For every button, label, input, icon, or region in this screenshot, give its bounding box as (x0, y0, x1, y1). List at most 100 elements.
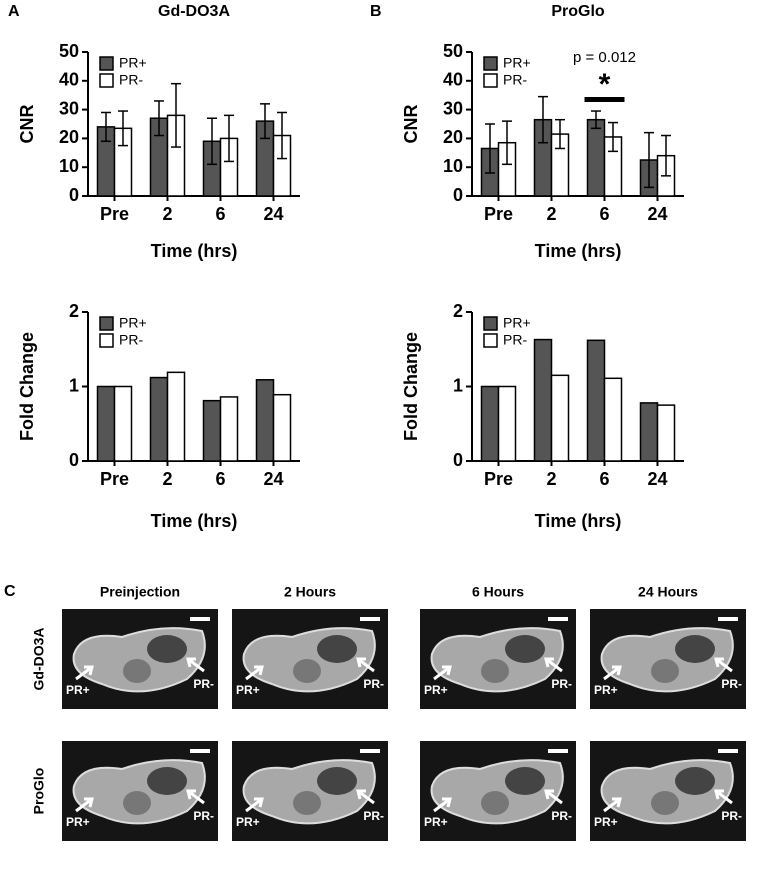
scale-bar (718, 749, 738, 753)
arrow-label: PR+ (66, 683, 90, 697)
bar (219, 396, 239, 462)
arrow (186, 657, 205, 673)
bar (113, 385, 133, 462)
bar (96, 385, 116, 462)
legend-label: PR- (503, 332, 527, 348)
arrow (245, 665, 264, 681)
x-axis-label: Time (hrs) (151, 241, 238, 261)
x-tick-label: 2 (162, 469, 172, 489)
error-bar (224, 114, 234, 163)
arrow (544, 657, 563, 673)
x-tick-label: 2 (162, 204, 172, 224)
arrow (245, 797, 264, 813)
error-bar (171, 82, 181, 148)
y-tick-label: 20 (443, 127, 463, 147)
bar (533, 338, 553, 462)
error-bar (101, 111, 111, 143)
legend-label: PR+ (119, 55, 147, 71)
legend-label: PR+ (119, 315, 147, 331)
bar (497, 385, 517, 462)
column-header: 24 Hours (638, 584, 698, 600)
row-label: ProGlo (31, 768, 47, 815)
organ (675, 635, 715, 663)
x-tick-label: 24 (263, 469, 283, 489)
x-tick-label: 2 (546, 204, 556, 224)
arrow-label: PR- (363, 677, 384, 691)
error-bar (591, 110, 601, 130)
arrow-label: PR+ (594, 683, 618, 697)
x-tick-label: 24 (647, 469, 667, 489)
bar (639, 402, 659, 462)
y-tick-label: 40 (443, 70, 463, 90)
legend-swatch (99, 333, 114, 348)
y-tick-label: 20 (59, 127, 79, 147)
legend-swatch (483, 333, 498, 348)
arrow (356, 657, 375, 673)
arrow-label: PR- (551, 809, 572, 823)
y-tick-label: 40 (59, 70, 79, 90)
chart-title: Gd-DO3A (158, 3, 230, 20)
arrow-label: PR- (721, 677, 742, 691)
legend-swatch (99, 56, 114, 71)
y-tick-label: 0 (69, 185, 79, 205)
organ (147, 635, 187, 663)
bar (166, 371, 186, 462)
arrow-label: PR+ (424, 815, 448, 829)
y-axis-label: Fold Change (17, 332, 37, 441)
bar (480, 385, 500, 462)
column-header: 6 Hours (472, 584, 524, 600)
error-bar (154, 100, 164, 137)
x-axis-label: Time (hrs) (535, 241, 622, 261)
x-tick-label: 6 (215, 469, 225, 489)
arrow-label: PR- (193, 677, 214, 691)
error-bar (207, 117, 217, 166)
arrow (603, 665, 622, 681)
organ (481, 659, 509, 683)
legend-swatch (483, 316, 498, 331)
arrow (433, 797, 452, 813)
y-tick-label: 10 (443, 156, 463, 176)
y-tick-label: 30 (443, 98, 463, 118)
y-tick-label: 50 (443, 41, 463, 61)
arrow (356, 789, 375, 805)
x-axis-label: Time (hrs) (151, 511, 238, 531)
panel-label: B (370, 3, 382, 20)
organ (123, 791, 151, 815)
arrow (714, 789, 733, 805)
y-tick-label: 0 (453, 185, 463, 205)
error-bar (644, 131, 654, 189)
organ (123, 659, 151, 683)
arrow (544, 789, 563, 805)
x-tick-label: 6 (599, 204, 609, 224)
arrow (433, 665, 452, 681)
organ (505, 635, 545, 663)
legend-label: PR- (503, 72, 527, 88)
scale-bar (718, 617, 738, 621)
bar (586, 118, 606, 197)
x-tick-label: Pre (484, 469, 513, 489)
x-tick-label: 2 (546, 469, 556, 489)
y-tick-label: 1 (453, 375, 463, 395)
x-tick-label: 6 (215, 204, 225, 224)
legend-label: PR- (119, 332, 143, 348)
x-tick-label: 6 (599, 469, 609, 489)
organ (293, 659, 321, 683)
arrow-label: PR+ (594, 815, 618, 829)
arrow (186, 789, 205, 805)
legend-label: PR+ (503, 315, 531, 331)
arrow (75, 665, 94, 681)
arrow-label: PR+ (66, 815, 90, 829)
arrow-label: PR- (193, 809, 214, 823)
y-tick-label: 2 (453, 301, 463, 321)
bar (656, 404, 676, 462)
error-bar (260, 103, 270, 140)
x-tick-label: 24 (263, 204, 283, 224)
error-bar (118, 110, 128, 147)
arrow-label: PR+ (236, 815, 260, 829)
organ (651, 791, 679, 815)
x-tick-label: Pre (100, 469, 129, 489)
arrow-label: PR- (551, 677, 572, 691)
bar (255, 379, 275, 462)
row-label: Gd-DO3A (31, 628, 47, 691)
error-bar (608, 121, 618, 153)
